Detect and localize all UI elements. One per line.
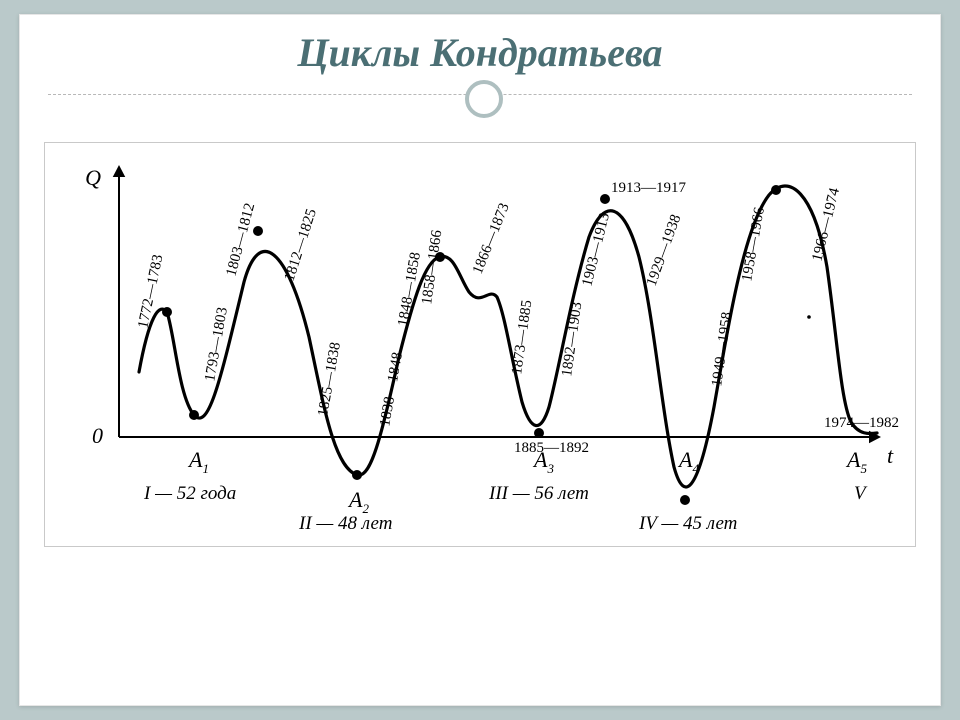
chart-container: Qt0A1A2A3A4A5I — 52 годаII — 48 летIII —…	[44, 142, 916, 547]
kondratiev-chart: Qt0A1A2A3A4A5I — 52 годаII — 48 летIII —…	[49, 147, 919, 537]
slide-title: Циклы Кондратьева	[20, 29, 940, 76]
svg-text:V: V	[854, 483, 868, 504]
ring-ornament	[465, 80, 503, 118]
svg-text:1974—1982: 1974—1982	[824, 415, 899, 431]
svg-text:IV — 45 лет: IV — 45 лет	[638, 513, 737, 534]
svg-text:A5: A5	[845, 447, 867, 476]
svg-text:1772—1783: 1772—1783	[135, 253, 166, 330]
svg-text:1803—1812: 1803—1812	[223, 201, 258, 278]
svg-text:1858—1866: 1858—1866	[419, 229, 445, 306]
svg-text:1958—1966: 1958—1966	[739, 206, 768, 283]
svg-text:1838—1848: 1838—1848	[377, 351, 406, 428]
svg-text:A2: A2	[347, 487, 369, 516]
svg-text:1949—1958: 1949—1958	[709, 311, 735, 387]
slide-panel: Циклы Кондратьева Qt0A1A2A3A4A5I — 52 го…	[19, 14, 941, 706]
svg-text:1929—1938: 1929—1938	[644, 212, 685, 288]
svg-text:1885—1892: 1885—1892	[514, 440, 589, 456]
slide: Циклы Кондратьева Qt0A1A2A3A4A5I — 52 го…	[0, 0, 960, 720]
svg-text:III — 56 лет: III — 56 лет	[488, 483, 589, 504]
svg-text:1873—1885: 1873—1885	[509, 299, 535, 375]
svg-text:t: t	[887, 443, 894, 468]
svg-text:1966—1974: 1966—1974	[809, 186, 843, 263]
divider	[48, 80, 912, 114]
svg-text:A1: A1	[187, 447, 209, 476]
svg-text:1913—1917: 1913—1917	[611, 180, 687, 196]
svg-text:II — 48 лет: II — 48 лет	[298, 513, 392, 534]
svg-text:Q: Q	[85, 165, 101, 190]
svg-text:1793—1803: 1793—1803	[202, 306, 231, 383]
svg-text:1812—1825: 1812—1825	[282, 207, 320, 283]
svg-text:0: 0	[92, 423, 103, 448]
svg-text:1866—1873: 1866—1873	[470, 201, 513, 277]
svg-text:A4: A4	[677, 447, 699, 476]
svg-text:I — 52 года: I — 52 года	[143, 483, 236, 504]
